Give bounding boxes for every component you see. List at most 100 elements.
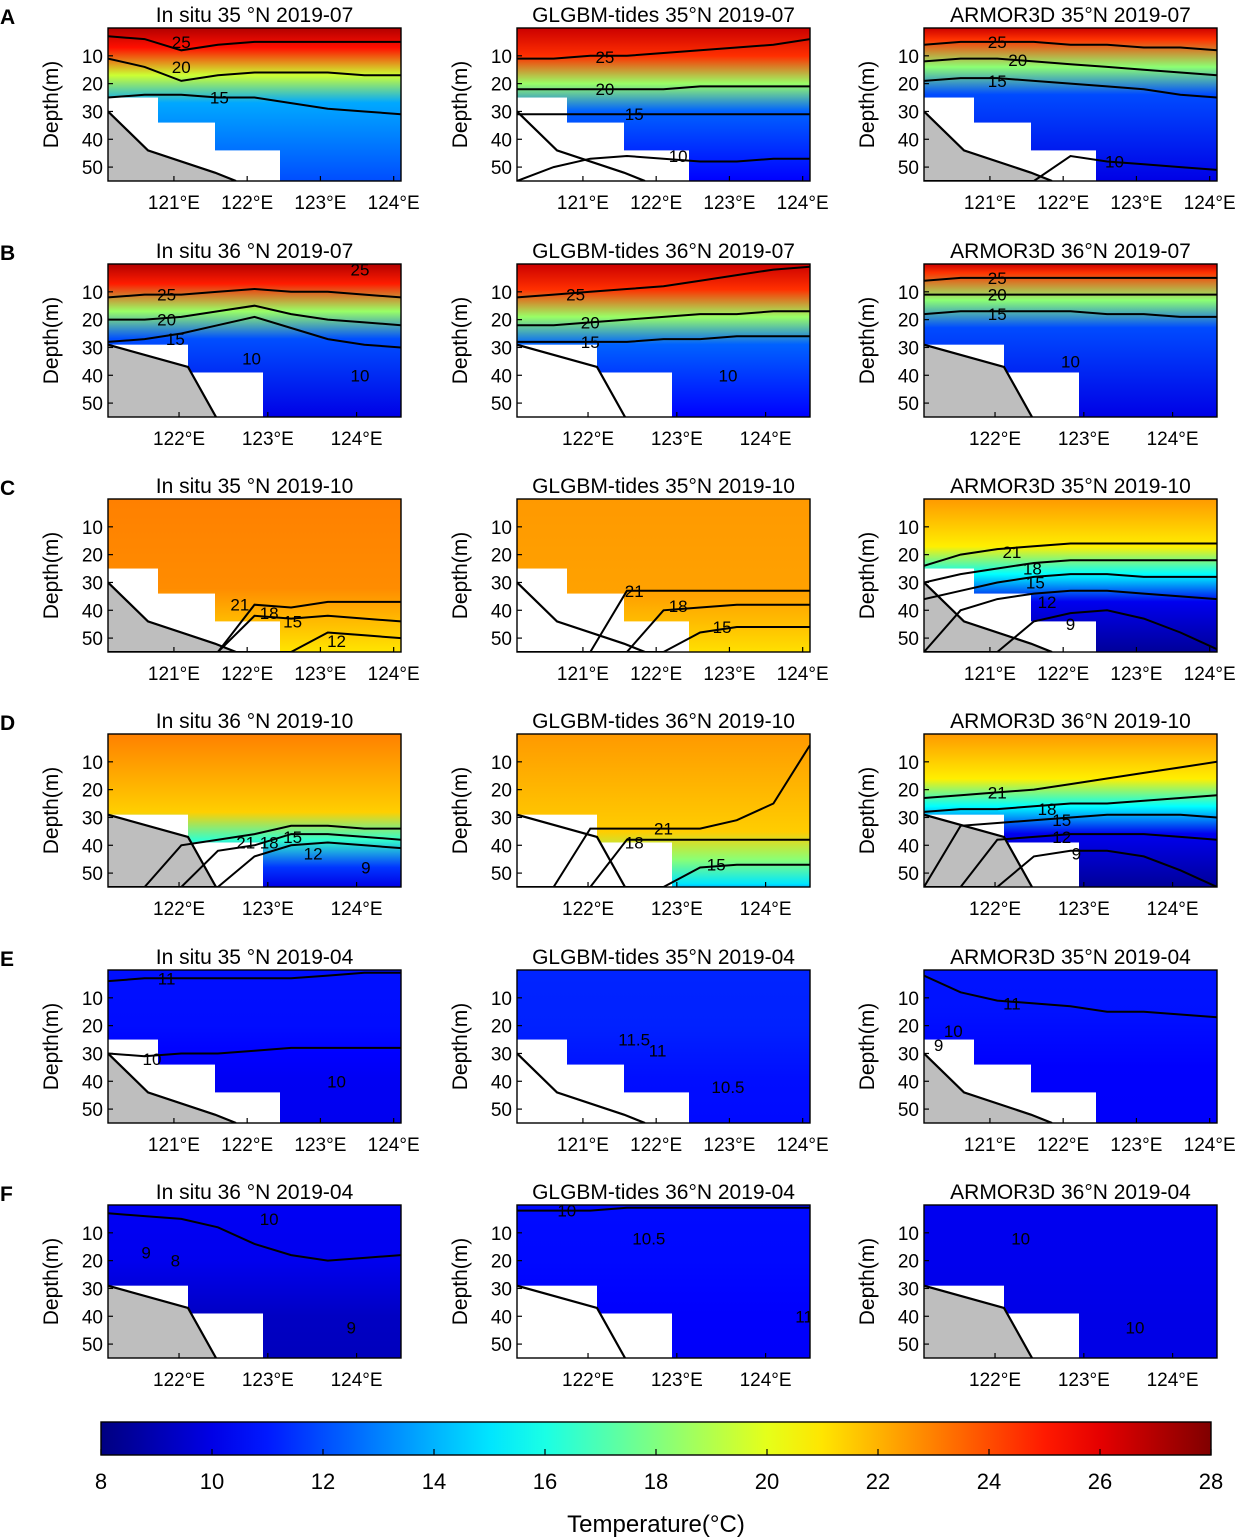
y-tick-label: 20 <box>82 311 103 332</box>
x-tick-label: 123°E <box>651 1370 703 1391</box>
y-axis-label: Depth(m) <box>40 532 63 620</box>
y-tick-label: 20 <box>491 781 512 802</box>
seabed-land <box>108 814 216 887</box>
panel-title: ARMOR3D 36°N 2019-04 <box>950 1181 1191 1204</box>
contour-label: 20 <box>1008 51 1027 70</box>
panel-plot-area: 11 109 <box>924 970 1217 1123</box>
x-tick-label: 122°E <box>1037 1135 1089 1156</box>
y-tick-label: 10 <box>898 518 919 539</box>
y-tick-label: 30 <box>898 1279 919 1300</box>
seabed-line <box>924 581 1053 652</box>
contour-line-20 <box>108 57 401 82</box>
y-tick-label: 20 <box>82 75 103 96</box>
y-tick-label: 10 <box>491 47 512 68</box>
y-tick-label: 50 <box>82 394 103 415</box>
x-tick-label: 123°E <box>1110 193 1162 214</box>
panel-title: ARMOR3D 36°N 2019-10 <box>950 710 1191 733</box>
seabed-line <box>924 1052 1053 1123</box>
y-axis-label: Depth(m) <box>856 297 879 385</box>
y-tick-label: 20 <box>491 75 512 96</box>
y-tick-label: 30 <box>491 102 512 123</box>
y-tick-label: 20 <box>898 311 919 332</box>
y-tick-label: 50 <box>898 864 919 885</box>
contour-line-15 <box>517 863 810 887</box>
y-tick-label: 50 <box>82 1335 103 1356</box>
contour-line-12 <box>108 841 401 887</box>
contour-label: 15 <box>625 105 644 124</box>
colorbar: 8 10 12 14 16 18 20 22 24 26 28 Temperature(°C) <box>95 1421 1223 1538</box>
seabed-land <box>517 582 645 652</box>
seabed-land <box>108 1285 216 1358</box>
contour-line-25 <box>517 265 810 299</box>
y-tick-label: 30 <box>82 102 103 123</box>
panel-row-f: F 10 9 8 9 In situ 36 °N 2019-04 10 20 30 40 50 Dep… <box>0 1181 1218 1391</box>
y-tick-label: 40 <box>491 366 512 387</box>
plot-frame <box>516 733 811 888</box>
contour-label: 10.5 <box>711 1078 744 1097</box>
contour-line-20 <box>108 304 401 327</box>
colorbar-tick-label: 26 <box>1088 1469 1112 1494</box>
contour-line-12 <box>924 833 1217 887</box>
plot-frame <box>923 969 1218 1124</box>
contour-label: 21 <box>654 820 673 839</box>
y-tick-label: 30 <box>82 1044 103 1065</box>
y-axis-label: Depth(m) <box>449 1238 472 1326</box>
panel-title: GLGBM-tides 35°N 2019-10 <box>532 475 795 498</box>
contour-line-21 <box>108 824 401 887</box>
contour-label: 21 <box>230 596 249 615</box>
x-tick-label: 121°E <box>148 664 200 685</box>
contour-line-15 <box>108 833 401 887</box>
contour-line-10 <box>924 154 1217 181</box>
x-tick-label: 124°E <box>1147 899 1199 920</box>
x-tick-label: 123°E <box>1058 1370 1110 1391</box>
x-tick-label: 124°E <box>1184 1135 1236 1156</box>
contour-label: 25 <box>351 261 370 280</box>
y-tick-label: 20 <box>491 1252 512 1273</box>
colorbar-tick-label: 20 <box>755 1469 779 1494</box>
x-tick-label: 124°E <box>368 1135 420 1156</box>
seabed-land <box>517 1285 625 1358</box>
contour-label: 10 <box>1011 1229 1030 1248</box>
panel-title: ARMOR3D 35°N 2019-07 <box>950 4 1191 27</box>
y-tick-label: 20 <box>82 1017 103 1038</box>
panel-a2: 25 20 15 10 GLGBM-tides 35°N 2019-07 10 20 30 40… <box>449 4 829 214</box>
x-tick-label: 124°E <box>777 193 829 214</box>
y-tick-label: 30 <box>898 1044 919 1065</box>
y-tick-label: 30 <box>898 102 919 123</box>
y-tick-label: 20 <box>898 1017 919 1038</box>
panel-plot-area: 21 18 15 12 <box>108 499 401 652</box>
seabed-land <box>924 1285 1032 1358</box>
y-tick-label: 10 <box>898 1224 919 1245</box>
contour-label: 15 <box>1026 573 1045 592</box>
x-tick-label: 122°E <box>969 899 1021 920</box>
colorbar-tick-label: 18 <box>644 1469 668 1494</box>
contour-line-15 <box>924 310 1217 318</box>
contour-label: 9 <box>1066 615 1075 634</box>
y-tick-label: 50 <box>898 394 919 415</box>
x-tick-label: 123°E <box>1058 429 1110 450</box>
contour-label: 20 <box>172 58 191 77</box>
y-tick-label: 50 <box>82 629 103 650</box>
contour-label: 21 <box>236 833 255 852</box>
seabed-land <box>108 1053 236 1123</box>
y-tick-label: 50 <box>898 1100 919 1121</box>
contour-line-25 <box>924 276 1217 282</box>
x-tick-label: 122°E <box>562 899 614 920</box>
contour-label: 25 <box>988 269 1007 288</box>
panel-letter: B <box>0 242 15 265</box>
seabed-land <box>108 111 236 181</box>
x-tick-label: 122°E <box>1037 664 1089 685</box>
y-tick-label: 30 <box>491 1044 512 1065</box>
contour-line-21 <box>517 744 810 887</box>
contour-label: 25 <box>988 33 1007 52</box>
seabed-land <box>517 344 625 417</box>
y-tick-label: 30 <box>82 573 103 594</box>
seabed-line <box>517 581 646 652</box>
y-tick-label: 10 <box>491 283 512 304</box>
contour-label: 10 <box>1105 153 1124 172</box>
x-tick-label: 122°E <box>630 193 682 214</box>
